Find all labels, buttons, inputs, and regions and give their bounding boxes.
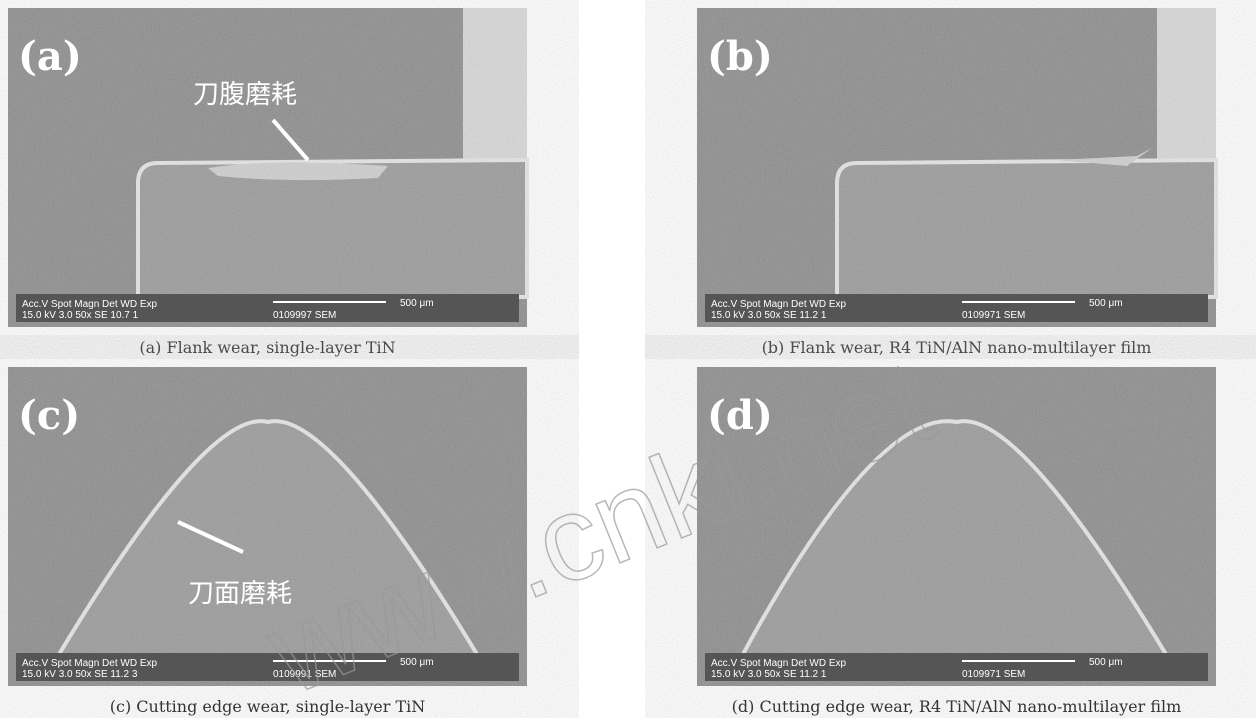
info-bottom: 15.0 kV 3.0 50x SE 11.2 1 <box>711 669 827 680</box>
noise <box>8 8 527 327</box>
info-top: Acc.V Spot Magn Det WD Exp <box>711 299 846 310</box>
caption: (c) Cutting edge wear, single-layer TiN <box>110 697 426 716</box>
caption: (a) Flank wear, single-layer TiN <box>139 338 395 357</box>
info-top: Acc.V Spot Magn Det WD Exp <box>22 299 157 310</box>
panel-label: (a) <box>18 33 82 80</box>
image-id: 0109971 SEM <box>962 669 1025 680</box>
annotation: 刀腹磨耗 <box>193 80 297 110</box>
noise <box>697 8 1216 327</box>
panel-label: (b) <box>707 33 773 80</box>
panel-label: (c) <box>18 392 80 439</box>
scale-text: 500 μm <box>1089 657 1123 668</box>
info-bottom: 15.0 kV 3.0 50x SE 10.7 1 <box>22 310 139 321</box>
caption: (b) Flank wear, R4 TiN/AlN nano-multilay… <box>762 338 1152 357</box>
info-bottom: 15.0 kV 3.0 50x SE 11.2 1 <box>711 310 827 321</box>
image-id: 0109971 SEM <box>962 310 1025 321</box>
info-top: Acc.V Spot Magn Det WD Exp <box>711 658 846 669</box>
scale-text: 500 μm <box>400 298 434 309</box>
info-bottom: 15.0 kV 3.0 50x SE 11.2 3 <box>22 669 138 680</box>
figure: (a)刀腹磨耗Acc.V Spot Magn Det WD Exp15.0 kV… <box>0 0 1256 719</box>
image-id: 0109997 SEM <box>273 310 336 321</box>
info-top: Acc.V Spot Magn Det WD Exp <box>22 658 157 669</box>
scale-text: 500 μm <box>1089 298 1123 309</box>
caption: (d) Cutting edge wear, R4 TiN/AlN nano-m… <box>732 697 1182 716</box>
